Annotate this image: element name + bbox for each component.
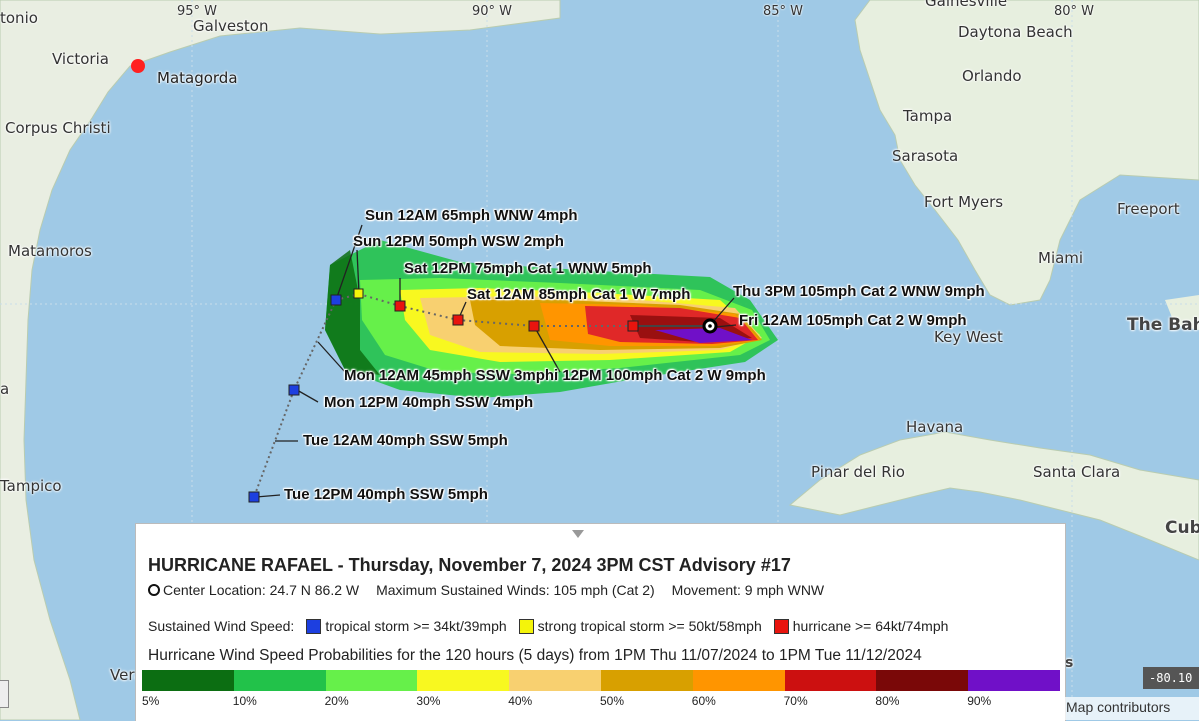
collapse-panel-icon[interactable] — [572, 530, 584, 538]
center-location-icon — [148, 584, 160, 596]
legend-swatch-icon — [518, 618, 534, 634]
legend-swatch-icon — [306, 618, 322, 634]
place-label: Key West — [934, 328, 1003, 346]
legend-title: Sustained Wind Speed: — [148, 618, 295, 634]
track-label: Thu 3PM 105mph Cat 2 WNW 9mph — [733, 283, 985, 300]
scale-segment — [600, 670, 693, 691]
marker-fri-12am — [627, 320, 639, 332]
map-control-button[interactable] — [0, 680, 9, 708]
scale-segment — [968, 670, 1060, 691]
track-label: Fri 12AM 105mph Cat 2 W 9mph — [739, 312, 967, 329]
track-label: Tue 12PM 40mph SSW 5mph — [284, 486, 488, 503]
place-label: Matamoros — [8, 242, 92, 260]
place-label: Pinar del Rio — [811, 463, 905, 481]
track-markers — [248, 288, 718, 503]
place-label: a — [0, 380, 10, 398]
place-label: Gainesville — [925, 0, 1008, 10]
track-label: Sun 12AM 65mph WNW 4mph — [365, 207, 578, 224]
label-leaders — [255, 224, 737, 498]
place-label: Daytona Beach — [958, 23, 1073, 41]
scale-tick-label: 80% — [875, 694, 900, 708]
scale-tick-label: 60% — [691, 694, 716, 708]
scale-tick-label: 20% — [324, 694, 349, 708]
scale-tick-label: 30% — [416, 694, 441, 708]
legend-swatch-icon — [773, 618, 789, 634]
track-label: Sat 12AM 85mph Cat 1 W 7mph — [467, 286, 691, 303]
track-label: Tue 12AM 40mph SSW 5mph — [303, 432, 508, 449]
scale-segment — [876, 670, 969, 691]
scale-segment — [233, 670, 326, 691]
place-label: Freeport — [1117, 200, 1180, 218]
lon-label: 95° W — [177, 4, 218, 19]
scale-tick-label: 90% — [967, 694, 992, 708]
place-label: Orlando — [962, 67, 1022, 85]
land-florida — [854, 0, 1199, 306]
scale-segment — [325, 670, 418, 691]
place-label: Havana — [906, 418, 964, 436]
track-label: Mon 12AM 45mph SSW 3mphi 12PM 100mph Cat… — [344, 367, 766, 384]
scale-tick-label: 10% — [232, 694, 257, 708]
place-label: Tampico — [0, 477, 62, 495]
scale-tick-label: 50% — [600, 694, 625, 708]
lon-label: 80° W — [1054, 4, 1095, 19]
scale-tick-label: 5% — [142, 694, 160, 708]
scale-segment — [509, 670, 601, 691]
lon-label: 85° W — [763, 4, 804, 19]
scale-tick-label: 70% — [783, 694, 808, 708]
place-label: Santa Clara — [1033, 463, 1121, 481]
scale-segment — [417, 670, 510, 691]
place-label: tonio — [0, 9, 38, 27]
coordinate-readout[interactable]: -80.10 — [1143, 667, 1199, 689]
place-label: Cub — [1165, 518, 1199, 538]
track-label: Sat 12PM 75mph Cat 1 WNW 5mph — [404, 260, 652, 277]
place-label: s — [1065, 655, 1074, 671]
place-label: Matagorda — [157, 69, 238, 87]
scale-tick-label: 40% — [508, 694, 533, 708]
marker-sat-12am — [452, 314, 464, 326]
place-label: Fort Myers — [924, 193, 1004, 211]
marker-fri-12pm — [528, 320, 540, 332]
marker-tue-12pm — [248, 491, 260, 503]
wind-legend: Sustained Wind Speed: tropical storm >= … — [148, 618, 948, 634]
legend-item: strong tropical storm >= 50kt/58mph — [537, 618, 762, 634]
place-label: The Bah — [1127, 315, 1199, 335]
movement: Movement: 9 mph WNW — [671, 582, 825, 598]
land-texas-mexico — [0, 0, 561, 720]
land-cuba — [788, 431, 1199, 561]
marker-mon-12pm — [288, 384, 300, 396]
marker-sun-12pm — [353, 288, 364, 299]
advisory-panel: HURRICANE RAFAEL - Thursday, November 7,… — [135, 523, 1066, 721]
lon-label: 90° W — [472, 4, 513, 19]
place-label: Tampa — [903, 107, 953, 125]
scale-segment — [784, 670, 877, 691]
location-marker-icon[interactable] — [131, 59, 145, 73]
marker-sun-12am — [330, 294, 342, 306]
scale-segment — [142, 670, 234, 691]
scale-segment — [692, 670, 785, 691]
center-location: Center Location: 24.7 N 86.2 W — [163, 582, 360, 598]
track-label: Sun 12PM 50mph WSW 2mph — [353, 233, 564, 250]
max-winds: Maximum Sustained Winds: 105 mph (Cat 2) — [376, 582, 655, 598]
probability-scale — [142, 670, 1060, 691]
place-label: Miami — [1038, 249, 1084, 267]
legend-item: hurricane >= 64kt/74mph — [792, 618, 949, 634]
place-label: Galveston — [193, 17, 269, 35]
advisory-info: Center Location: 24.7 N 86.2 W Maximum S… — [148, 582, 824, 598]
map-attribution[interactable]: Map contributors — [1064, 697, 1199, 720]
place-label: Victoria — [52, 50, 109, 68]
advisory-title: HURRICANE RAFAEL - Thursday, November 7,… — [148, 555, 791, 575]
marker-sat-12pm — [394, 300, 406, 312]
storm-track — [253, 292, 710, 498]
legend-item: tropical storm >= 34kt/39mph — [325, 618, 507, 634]
place-label: Corpus Christi — [5, 119, 111, 137]
track-label: Mon 12PM 40mph SSW 4mph — [324, 394, 534, 411]
place-label: Sarasota — [892, 147, 959, 165]
probability-title: Hurricane Wind Speed Probabilities for t… — [148, 647, 922, 664]
